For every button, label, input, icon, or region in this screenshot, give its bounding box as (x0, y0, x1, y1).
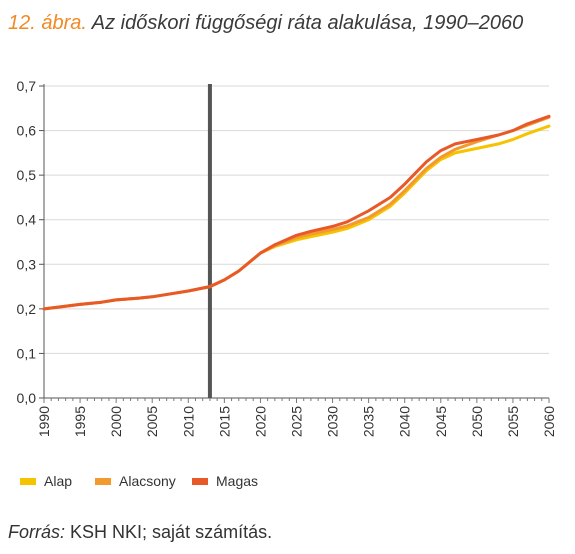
legend-label: Alacsony (119, 473, 176, 489)
legend-label: Magas (216, 473, 258, 489)
x-tick-label: 2020 (252, 406, 268, 437)
x-tick-label: 1995 (72, 406, 88, 437)
y-tick-label: 0,3 (17, 256, 37, 272)
legend-label: Alap (44, 473, 72, 489)
y-tick-label: 0,5 (17, 167, 37, 183)
figure-title: 12. ábra. Az időskori függőségi ráta ala… (8, 12, 523, 35)
series-line-alacsony (42, 115, 551, 311)
figure-title-text: Az időskori függőségi ráta alakulása, 19… (91, 12, 524, 34)
x-tick-label: 2010 (180, 406, 196, 437)
y-tick-label: 0,0 (17, 390, 37, 406)
y-tick-label: 0,6 (17, 123, 37, 139)
x-tick-label: 2040 (397, 406, 413, 437)
series-line-alap (42, 124, 551, 311)
source-label: Forrás: (8, 522, 66, 542)
x-tick-label: 2045 (433, 406, 449, 437)
y-tick-label: 0,2 (17, 301, 37, 317)
legend-swatch (95, 478, 111, 485)
x-tick-label: 2035 (361, 406, 377, 437)
x-tick-label: 1990 (36, 406, 52, 437)
legend-swatch (20, 478, 36, 485)
y-tick-label: 0,7 (17, 78, 37, 94)
y-tick-label: 0,1 (17, 345, 37, 361)
series-line-magas (42, 114, 551, 311)
line-chart: 0,0 0,1 0,2 0,3 0,4 0,5 0,6 0,7 1990 1995 2000 2005… (17, 78, 557, 489)
x-tick-label: 2050 (469, 406, 485, 437)
legend-swatch (192, 478, 208, 485)
x-tick-label: 2030 (325, 406, 341, 437)
x-tick-label: 2060 (541, 406, 557, 437)
y-tick-label: 0,4 (17, 212, 37, 228)
x-tick-label: 2015 (216, 406, 232, 437)
x-tick-label: 2005 (144, 406, 160, 437)
x-tick-label: 2000 (108, 406, 124, 437)
source-text: KSH NKI; saját számítás. (70, 522, 273, 542)
x-tick-label: 2025 (289, 406, 305, 437)
figure-number: 12. ábra. (8, 12, 87, 34)
x-tick-label: 2055 (505, 406, 521, 437)
source-note: Forrás: KSH NKI; saját számítás. (8, 522, 272, 543)
